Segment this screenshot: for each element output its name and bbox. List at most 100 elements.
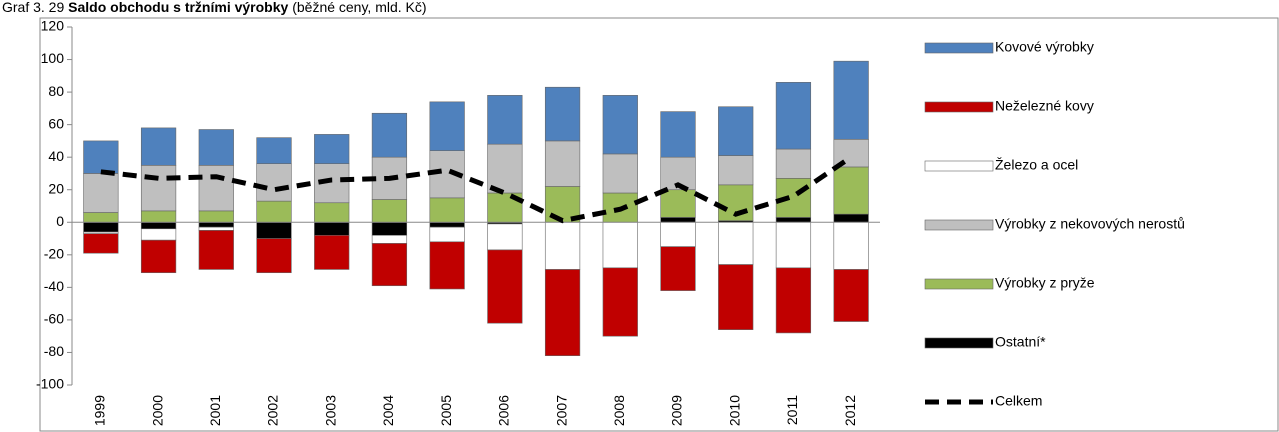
x-tick-label: 2000 — [149, 395, 165, 426]
bar-segment — [256, 221, 292, 239]
bar-segment — [429, 101, 465, 151]
bar-segment — [83, 140, 119, 174]
bar-segment — [602, 267, 638, 337]
y-tick-label: 80 — [48, 83, 64, 99]
bar-segment — [198, 129, 234, 166]
bar-segment — [544, 140, 581, 187]
total-line — [100, 155, 853, 224]
bar-segment — [775, 82, 812, 150]
y-tick-label: 100 — [41, 50, 65, 66]
bar-segment — [198, 230, 234, 270]
bar-segment — [256, 200, 292, 223]
bar-segment — [660, 189, 696, 218]
bar-segment — [660, 217, 696, 223]
bar-segment — [833, 60, 869, 140]
bar-segment — [775, 221, 812, 269]
bar-segment — [487, 249, 523, 324]
bar-segment — [371, 112, 408, 158]
x-tick-label: 2002 — [265, 395, 281, 426]
x-tick-label: 1999 — [92, 395, 108, 426]
bar-segment — [371, 221, 408, 236]
y-tick-label: 60 — [48, 115, 64, 131]
legend-label: Železo a ocel — [995, 157, 1078, 173]
x-tick-label: 2005 — [438, 395, 454, 426]
bar-segment — [140, 228, 177, 241]
bar-segment — [602, 153, 638, 194]
bar-segment — [198, 165, 234, 212]
bar-segment — [371, 243, 408, 287]
x-tick-label: 2006 — [496, 395, 512, 426]
bar-segment — [256, 137, 292, 164]
x-tick-label: 2009 — [669, 395, 685, 426]
x-tick-label: 2003 — [322, 395, 338, 426]
bar-segment — [83, 212, 119, 223]
legend-swatch — [924, 337, 994, 349]
bar-segment — [718, 106, 754, 156]
x-tick-label: 2007 — [553, 395, 569, 426]
chart-frame — [39, 17, 1279, 432]
bar-segment — [775, 148, 812, 179]
title-prefix: Graf 3. 29 — [2, 0, 64, 15]
bar-segment — [371, 199, 408, 223]
legend-swatch — [924, 219, 994, 231]
y-tick-label: -60 — [44, 311, 64, 327]
bar-segment — [544, 221, 581, 270]
bar-segment — [371, 234, 408, 244]
bar-segment — [198, 210, 234, 223]
legend-label: Výrobky z pryže — [995, 275, 1095, 291]
x-tick-label: 2008 — [611, 395, 627, 426]
bar-segment — [487, 223, 523, 251]
y-tick-label: 40 — [48, 148, 64, 164]
y-tick-label: -40 — [44, 278, 64, 294]
bar-segment — [198, 226, 234, 231]
bar-segment — [429, 226, 465, 243]
bar-segment — [833, 213, 869, 223]
x-tick-label: 2010 — [726, 395, 742, 426]
y-tick-label: 20 — [48, 180, 64, 196]
bar-segment — [718, 221, 754, 265]
bar-segment — [314, 234, 350, 270]
bar-segment — [314, 202, 350, 223]
bar-segment — [83, 233, 119, 254]
bar-segment — [140, 239, 177, 274]
bar-segment — [429, 221, 465, 228]
legend-label: Kovové výrobky — [995, 39, 1094, 55]
bar-segment — [314, 221, 350, 236]
x-tick-label: 2001 — [207, 395, 223, 426]
bar-segment — [544, 269, 581, 357]
bar-segment — [833, 166, 869, 215]
bar-segment — [602, 221, 638, 269]
bar-segment — [718, 155, 754, 186]
y-tick-label: 0 — [56, 213, 64, 229]
bar-segment — [429, 197, 465, 223]
bar-segment — [718, 264, 754, 330]
bar-segment — [83, 173, 119, 213]
bar-segment — [775, 217, 812, 223]
bar-segment — [660, 246, 696, 291]
chart-title: Graf 3. 29 Saldo obchodu s tržními výrob… — [2, 0, 427, 15]
bar-segment — [256, 163, 292, 202]
y-tick-label: -100 — [36, 376, 64, 392]
title-suffix: (běžné ceny, mld. Kč) — [292, 0, 426, 15]
legend-label: Celkem — [995, 393, 1042, 409]
bar-segment — [198, 221, 234, 228]
legend-swatch — [924, 101, 994, 113]
legend-label: Ostatní* — [995, 334, 1046, 350]
bar-segment — [660, 111, 696, 158]
bar-segment — [660, 221, 696, 247]
bar-segment — [429, 241, 465, 290]
legend-label: Neželezné kovy — [995, 98, 1094, 114]
legend-swatch — [924, 160, 994, 172]
bar-segment — [833, 221, 869, 270]
x-tick-label: 2012 — [842, 395, 858, 426]
x-tick-label: 2011 — [784, 395, 800, 425]
bar-segment — [314, 134, 350, 164]
bar-segment — [544, 86, 581, 142]
legend-label: Výrobky z nekovových nerostů — [995, 216, 1185, 232]
y-tick-label: 120 — [41, 18, 65, 34]
bar-segment — [256, 238, 292, 274]
bar-segment — [775, 267, 812, 334]
bar-segment — [487, 95, 523, 145]
bar-segment — [602, 95, 638, 155]
